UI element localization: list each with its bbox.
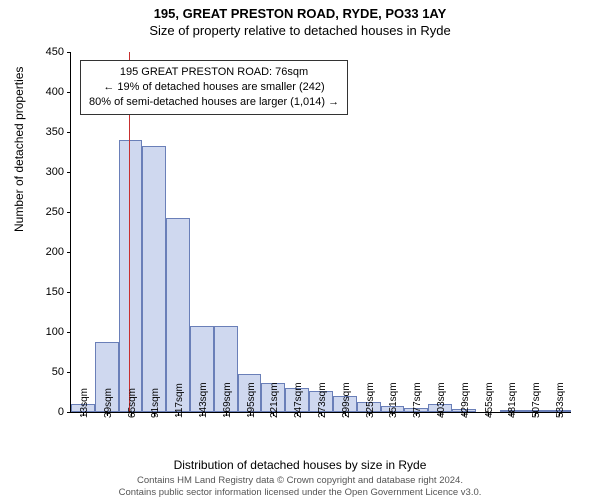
x-axis-label: Distribution of detached houses by size … — [0, 458, 600, 472]
y-tick-label: 450 — [34, 46, 64, 58]
footer-line1: Contains HM Land Registry data © Crown c… — [0, 475, 600, 486]
y-tick-label: 0 — [34, 406, 64, 418]
chart-title-address: 195, GREAT PRESTON ROAD, RYDE, PO33 1AY — [0, 0, 600, 21]
y-tick-label: 200 — [34, 246, 64, 258]
footer-attribution: Contains HM Land Registry data © Crown c… — [0, 475, 600, 498]
annotation-line1: 195 GREAT PRESTON ROAD: 76sqm — [89, 65, 339, 80]
y-tick-label: 300 — [34, 166, 64, 178]
annotation-line2: ← 19% of detached houses are smaller (24… — [89, 80, 339, 95]
annotation-box: 195 GREAT PRESTON ROAD: 76sqm ← 19% of d… — [80, 60, 348, 115]
y-axis-label: Number of detached properties — [12, 67, 26, 232]
histogram-bar — [119, 140, 143, 412]
y-tick-label: 400 — [34, 86, 64, 98]
histogram-bar — [142, 146, 166, 412]
y-tick-label: 50 — [34, 366, 64, 378]
y-tick-label: 150 — [34, 286, 64, 298]
y-tick-label: 100 — [34, 326, 64, 338]
y-tick-label: 350 — [34, 126, 64, 138]
footer-line2: Contains public sector information licen… — [0, 487, 600, 498]
chart-container: 195, GREAT PRESTON ROAD, RYDE, PO33 1AY … — [0, 0, 600, 500]
chart-subtitle: Size of property relative to detached ho… — [0, 21, 600, 38]
y-tick-label: 250 — [34, 206, 64, 218]
annotation-line3: 80% of semi-detached houses are larger (… — [89, 95, 339, 110]
